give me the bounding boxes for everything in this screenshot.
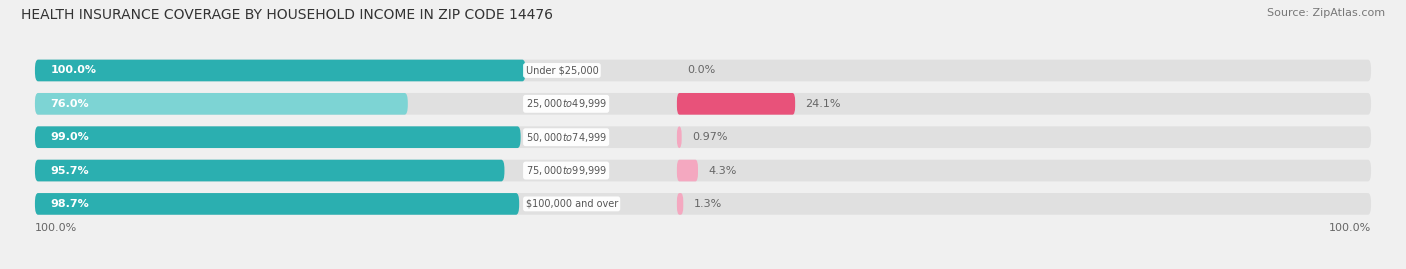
Text: 0.97%: 0.97% (692, 132, 727, 142)
Text: 24.1%: 24.1% (806, 99, 841, 109)
Text: 1.3%: 1.3% (693, 199, 721, 209)
Text: Source: ZipAtlas.com: Source: ZipAtlas.com (1267, 8, 1385, 18)
FancyBboxPatch shape (35, 160, 505, 181)
FancyBboxPatch shape (35, 60, 1371, 81)
Text: HEALTH INSURANCE COVERAGE BY HOUSEHOLD INCOME IN ZIP CODE 14476: HEALTH INSURANCE COVERAGE BY HOUSEHOLD I… (21, 8, 553, 22)
Text: 100.0%: 100.0% (1329, 223, 1371, 233)
Text: 95.7%: 95.7% (51, 165, 89, 176)
FancyBboxPatch shape (35, 126, 520, 148)
Text: $50,000 to $74,999: $50,000 to $74,999 (526, 131, 607, 144)
Text: $25,000 to $49,999: $25,000 to $49,999 (526, 97, 607, 110)
Text: 0.0%: 0.0% (688, 65, 716, 76)
FancyBboxPatch shape (35, 160, 1371, 181)
FancyBboxPatch shape (35, 193, 519, 215)
Text: 100.0%: 100.0% (51, 65, 97, 76)
Text: 100.0%: 100.0% (35, 223, 77, 233)
FancyBboxPatch shape (35, 193, 1371, 215)
FancyBboxPatch shape (35, 93, 1371, 115)
Text: 98.7%: 98.7% (51, 199, 90, 209)
FancyBboxPatch shape (35, 60, 526, 81)
Text: 76.0%: 76.0% (51, 99, 89, 109)
Text: 4.3%: 4.3% (709, 165, 737, 176)
Text: $100,000 and over: $100,000 and over (526, 199, 617, 209)
FancyBboxPatch shape (676, 93, 796, 115)
FancyBboxPatch shape (676, 193, 683, 215)
Text: Under $25,000: Under $25,000 (526, 65, 599, 76)
Text: $75,000 to $99,999: $75,000 to $99,999 (526, 164, 607, 177)
FancyBboxPatch shape (35, 93, 408, 115)
FancyBboxPatch shape (35, 126, 1371, 148)
FancyBboxPatch shape (676, 126, 682, 148)
Text: 99.0%: 99.0% (51, 132, 90, 142)
FancyBboxPatch shape (676, 160, 697, 181)
